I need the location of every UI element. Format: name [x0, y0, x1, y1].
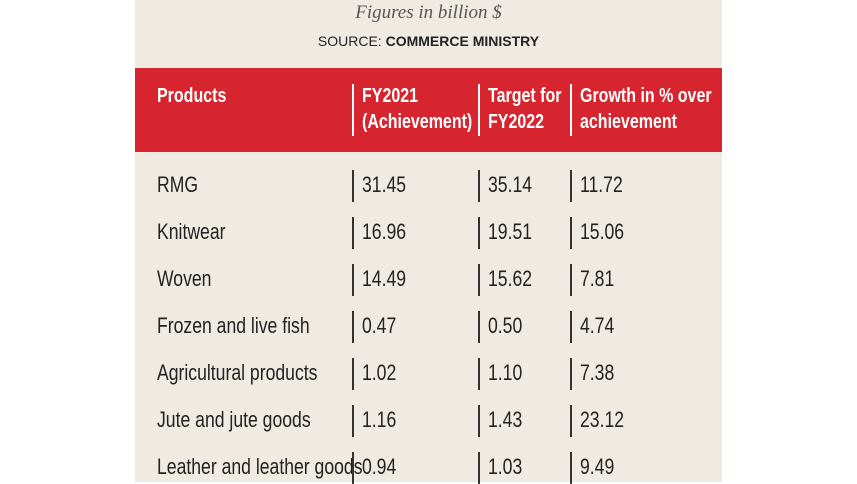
column-separator [478, 358, 480, 390]
cell-value: 35.14 [488, 172, 533, 197]
column-separator [478, 217, 480, 249]
column-header: FY2022 [488, 111, 545, 133]
column-separator [352, 264, 354, 296]
column-separator [570, 264, 572, 296]
row-label: Leather and leather goods [157, 454, 363, 479]
cell-value: 1.03 [488, 454, 523, 479]
header-band [135, 68, 722, 152]
cell-value: 14.49 [362, 266, 407, 291]
column-separator [478, 405, 480, 437]
column-separator [352, 452, 354, 484]
row-label: Knitwear [157, 219, 226, 244]
cell-value: 0.47 [362, 313, 397, 338]
cell-value: 23.12 [580, 407, 625, 432]
column-separator [570, 217, 572, 249]
column-separator [570, 170, 572, 202]
column-header: Target for [488, 85, 562, 107]
column-separator [352, 170, 354, 202]
column-separator [570, 452, 572, 484]
cell-value: 0.50 [488, 313, 523, 338]
column-separator [570, 405, 572, 437]
column-header: achievement [580, 111, 677, 133]
cell-value: 7.81 [580, 266, 615, 291]
cell-value: 16.96 [362, 219, 407, 244]
cell-value: 0.94 [362, 454, 397, 479]
cell-value: 7.38 [580, 360, 615, 385]
column-header: Products [157, 85, 227, 107]
header-separator [570, 84, 572, 136]
cell-value: 9.49 [580, 454, 615, 479]
column-separator [478, 311, 480, 343]
column-separator [352, 217, 354, 249]
row-label: RMG [157, 172, 199, 197]
source: SOURCE: COMMERCE MINISTRY [135, 33, 722, 49]
header-separator [352, 84, 354, 136]
source-name: COMMERCE MINISTRY [385, 33, 540, 49]
cell-value: 1.43 [488, 407, 523, 432]
column-header: Growth in % over [580, 85, 712, 107]
header-separator [478, 84, 480, 136]
cell-value: 1.10 [488, 360, 523, 385]
subtitle: Figures in billion $ [355, 2, 502, 23]
row-label: Woven [157, 266, 212, 291]
row-label: Agricultural products [157, 360, 318, 385]
cell-value: 31.45 [362, 172, 407, 197]
cell-value: 15.62 [488, 266, 533, 291]
row-label: Frozen and live fish [157, 313, 310, 338]
column-separator [352, 358, 354, 390]
column-separator [352, 311, 354, 343]
cell-value: 1.16 [362, 407, 397, 432]
panel: Figures in billion $ SOURCE: COMMERCE MI… [135, 0, 722, 484]
column-separator [478, 170, 480, 202]
column-separator [478, 452, 480, 484]
column-separator [478, 264, 480, 296]
cell-value: 4.74 [580, 313, 615, 338]
column-separator [570, 311, 572, 343]
source-label: SOURCE: [317, 33, 382, 49]
cell-value: 1.02 [362, 360, 397, 385]
cell-value: 15.06 [580, 219, 625, 244]
cell-value: 11.72 [580, 172, 623, 197]
cell-value: 19.51 [488, 219, 533, 244]
column-separator [352, 405, 354, 437]
column-separator [570, 358, 572, 390]
row-label: Jute and jute goods [157, 407, 311, 432]
column-header: (Achievement) [362, 111, 473, 133]
column-header: FY2021 [362, 85, 419, 107]
